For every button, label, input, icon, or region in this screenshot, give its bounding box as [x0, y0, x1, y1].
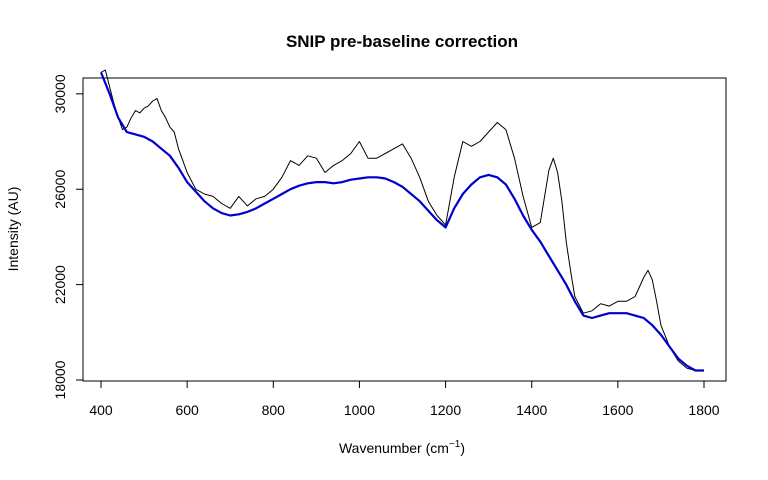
- chart-title: SNIP pre-baseline correction: [286, 32, 518, 51]
- x-axis-label: Wavenumber (cm−1): [339, 439, 465, 456]
- plot-frame: [82, 77, 727, 382]
- x-tick-label: 400: [89, 402, 113, 418]
- x-axis: 400 600 800 1000 1200 1400 1600 1800: [89, 380, 720, 418]
- y-tick-label: 18000: [52, 360, 68, 399]
- x-axis-label-main: Wavenumber (cm: [339, 440, 449, 456]
- x-tick-label: 1200: [430, 402, 461, 418]
- x-axis-label-superscript: −1: [449, 439, 461, 450]
- y-tick-label: 30000: [52, 74, 68, 113]
- y-tick-label: 26000: [52, 170, 68, 209]
- series-layer: [99, 69, 704, 372]
- y-axis: 18000 22000 26000 30000: [52, 74, 84, 399]
- x-axis-label-end: ): [460, 440, 465, 456]
- x-tick-label: 600: [175, 402, 199, 418]
- x-tick-label: 1800: [688, 402, 719, 418]
- y-tick-label: 22000: [52, 265, 68, 304]
- baseline-line: [99, 71, 704, 372]
- x-tick-label: 1000: [344, 402, 375, 418]
- x-tick-label: 1400: [516, 402, 547, 418]
- y-axis-label: Intensity (AU): [5, 187, 21, 272]
- x-tick-label: 800: [262, 402, 286, 418]
- x-tick-label: 1600: [602, 402, 633, 418]
- spectrum-line: [100, 69, 704, 371]
